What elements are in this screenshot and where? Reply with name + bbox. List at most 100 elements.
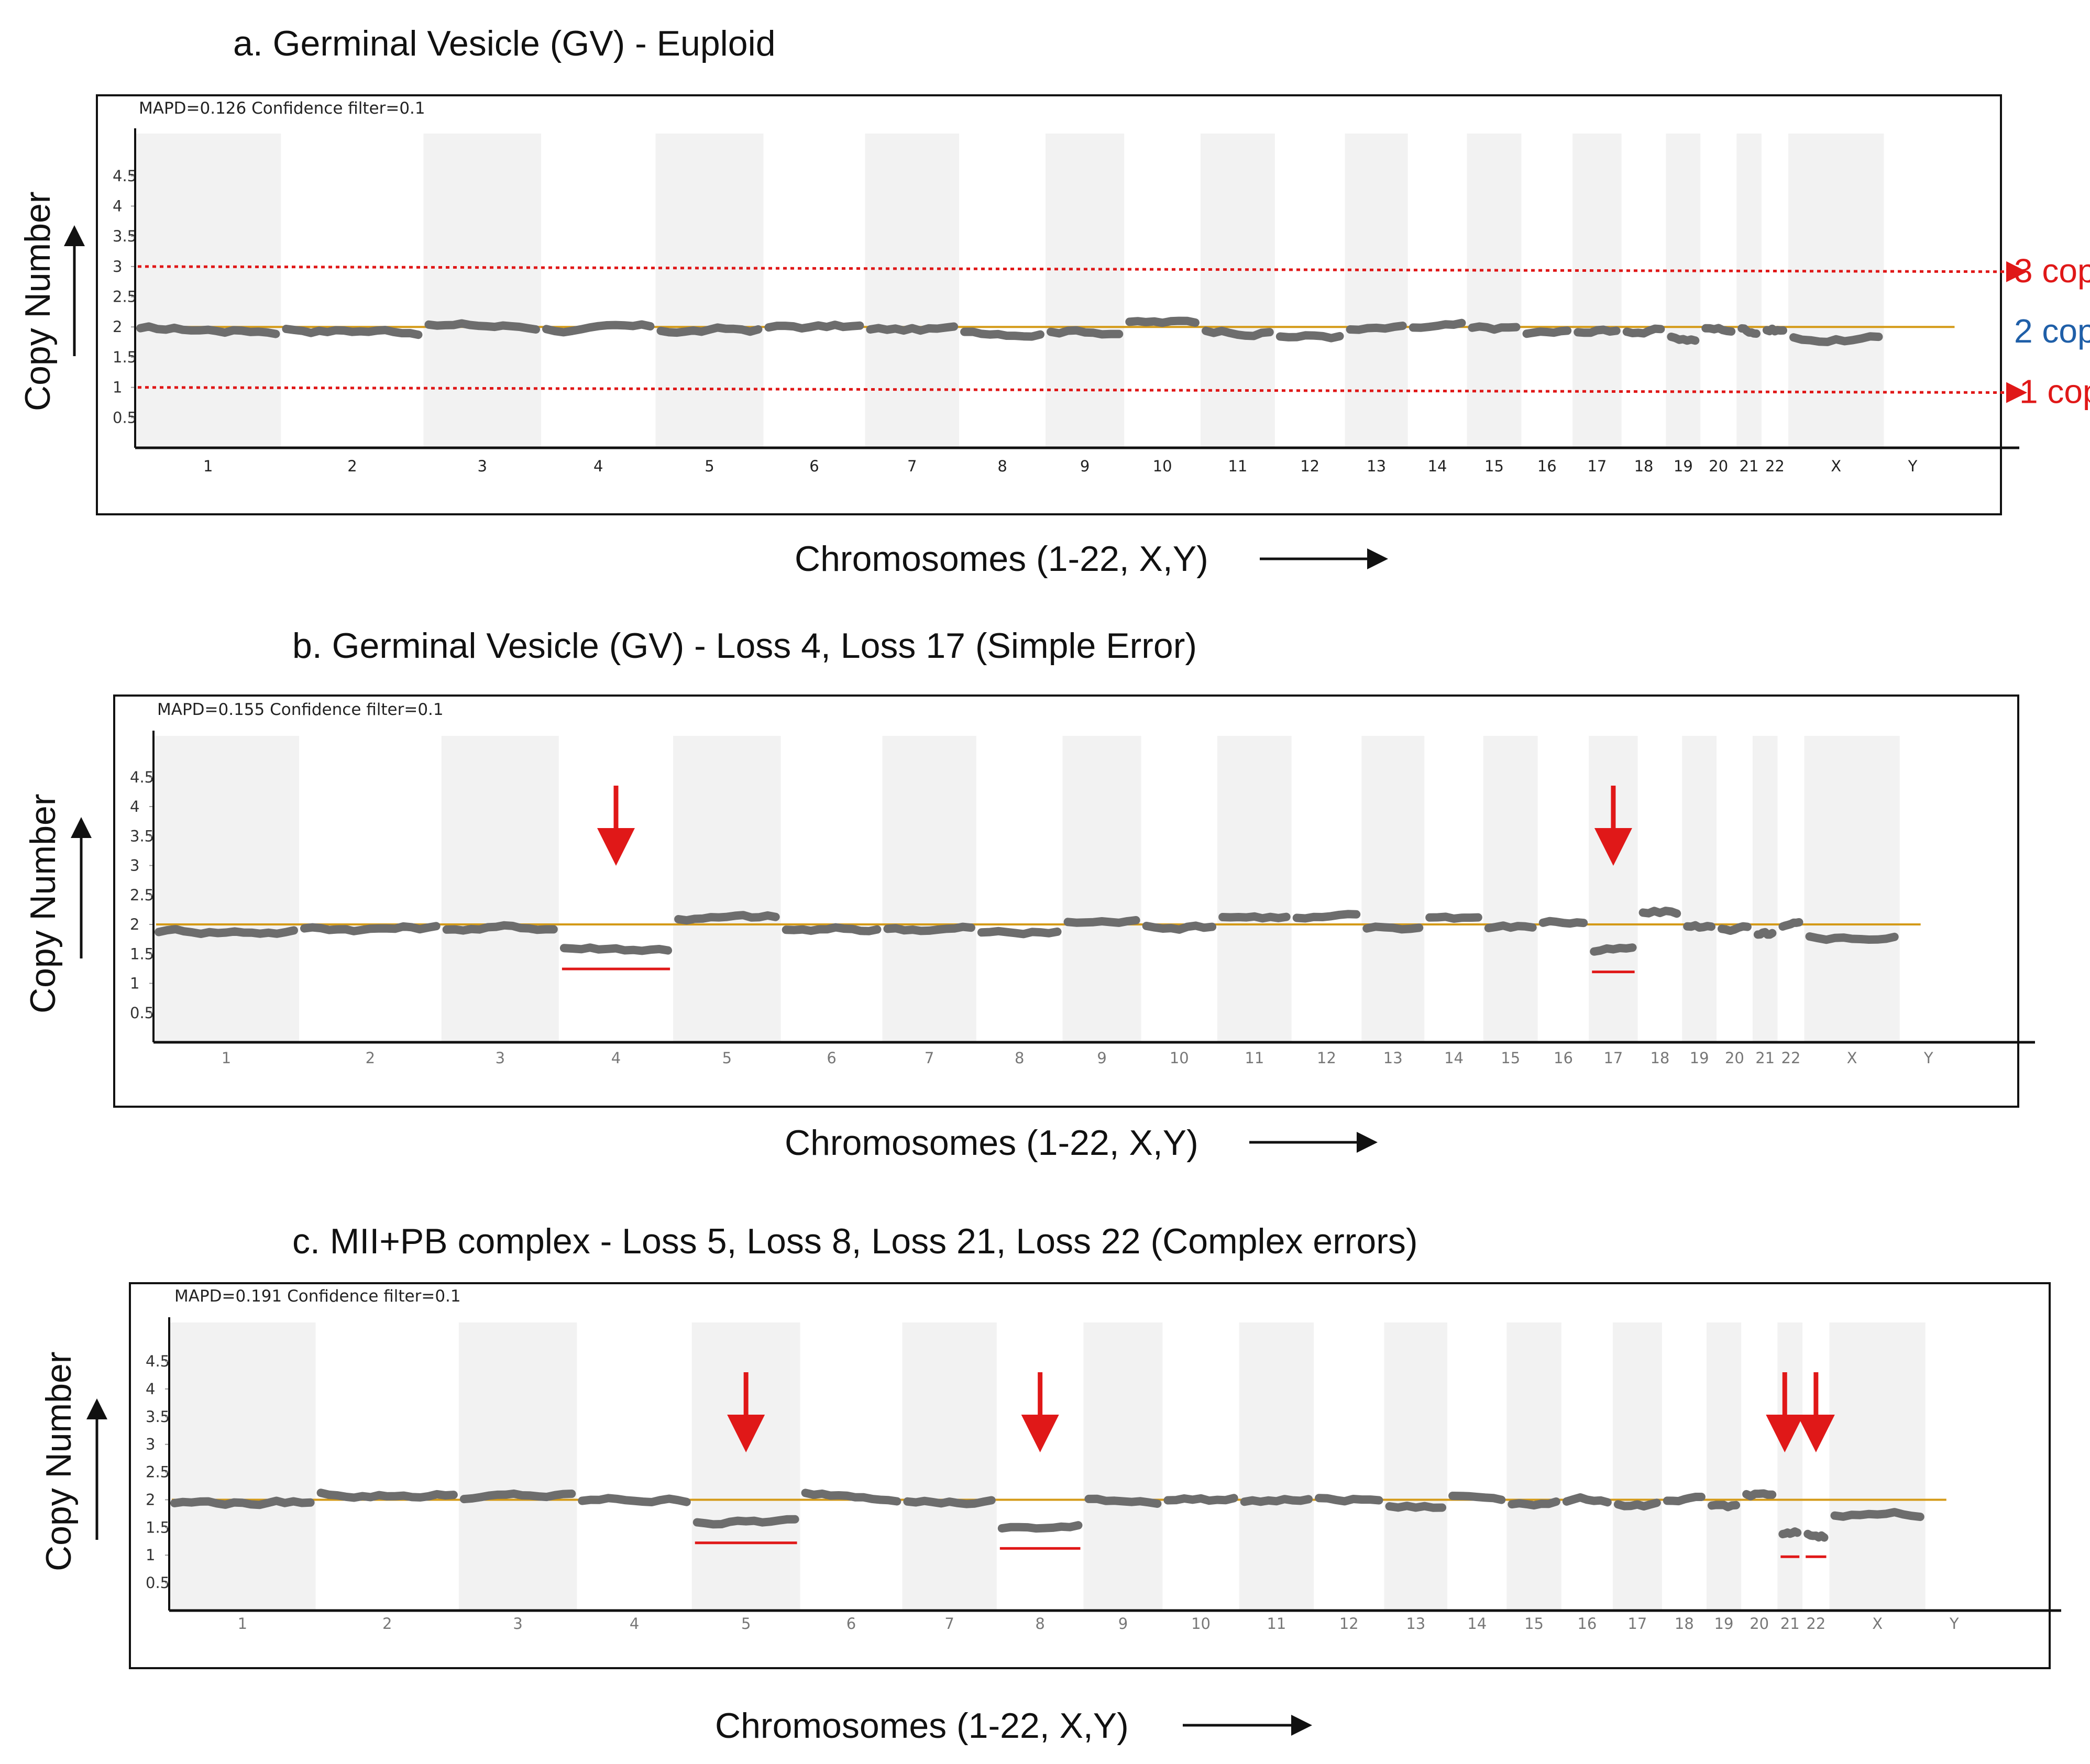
y-tick-label: 3 [130, 857, 139, 875]
y-tick-label: 2 [146, 1491, 155, 1508]
chromosome-band-15 [1483, 736, 1538, 1042]
copy-number-trace-14 [1409, 318, 1466, 332]
panel-c-y-axis-ticks: 0.511.522.533.544.5 [146, 1352, 170, 1592]
copy-number-trace-12 [1315, 1494, 1383, 1506]
chromosome-band-19 [1682, 736, 1717, 1042]
chromosome-trace-9 [1084, 1494, 1162, 1508]
chromosome-band-17 [1612, 1322, 1662, 1611]
copy-number-trace-22 [1762, 324, 1787, 336]
chromosome-trace-18 [1663, 1493, 1706, 1506]
copy-number-trace-15 [1484, 921, 1537, 932]
panel-b-y-axis-label: Copy Number [23, 794, 63, 1014]
y-tick-label: 2 [113, 318, 122, 336]
copy-number-trace-15 [1468, 322, 1521, 334]
chromosome-band-9 [1062, 736, 1141, 1042]
chromosome-trace-14 [1448, 1492, 1506, 1504]
chromosome-label-6: 6 [846, 1615, 856, 1633]
chromosome-label-Y: Y [1923, 1049, 1933, 1067]
copy-number-trace-7 [903, 1496, 996, 1508]
copy-number-trace-9 [1084, 1494, 1162, 1508]
chromosome-trace-17 [1574, 325, 1621, 337]
copy-number-trace-13 [1346, 322, 1407, 334]
chromosome-label-8: 8 [997, 457, 1007, 475]
chromosome-trace-20 [1701, 324, 1736, 336]
copy-number-trace-4 [578, 1494, 691, 1506]
chromosome-label-19: 19 [1674, 457, 1693, 475]
chromosome-label-13: 13 [1367, 457, 1386, 475]
panel-c-y-axis-label: Copy Number [39, 1352, 79, 1572]
chromosome-trace-7 [883, 922, 975, 935]
chromosome-band-3 [423, 134, 541, 448]
chromosome-band-21 [1736, 134, 1762, 448]
chromosome-label-14: 14 [1467, 1615, 1487, 1633]
chromosome-band-7 [865, 134, 960, 448]
panel-a-reference-lines: 3 copies 2 copies 1 copy [137, 252, 2090, 411]
chromosome-label-17: 17 [1603, 1049, 1623, 1067]
copy-label-3: 3 copies [2014, 252, 2090, 290]
panel-c-chromosome-labels: 1 2 3 4 5 6 7 8 9 10 11 12 13 14 15 16 17 18 19 20 21 22 X Y [238, 1615, 1959, 1633]
chromosome-trace-8 [997, 1521, 1083, 1533]
chromosome-label-2: 2 [347, 457, 357, 475]
chromosome-band-17 [1589, 736, 1638, 1042]
chromosome-label-13: 13 [1406, 1615, 1425, 1633]
panel-b: b. Germinal Vesicle (GV) - Loss 4, Loss … [23, 626, 2035, 1163]
copy-number-trace-20 [1742, 1489, 1777, 1501]
copy-number-trace-13 [1385, 1502, 1447, 1512]
panel-b-title: b. Germinal Vesicle (GV) - Loss 4, Loss … [292, 626, 1197, 666]
chromosome-trace-16 [1538, 917, 1588, 928]
copy-number-trace-19 [1683, 921, 1715, 932]
chromosome-label-X: X [1831, 457, 1841, 475]
chromosome-label-X: X [1847, 1049, 1857, 1067]
copy-number-trace-3 [442, 921, 558, 935]
chromosome-label-12: 12 [1300, 457, 1319, 475]
chromosome-label-12: 12 [1339, 1615, 1359, 1633]
chromosome-label-3: 3 [478, 457, 487, 475]
chromosome-label-9: 9 [1097, 1049, 1106, 1067]
copy-number-trace-22 [1778, 918, 1803, 931]
copy-number-trace-17 [1590, 943, 1637, 956]
copy-number-trace-19 [1707, 1501, 1741, 1512]
chromosome-band-X [1829, 1322, 1926, 1611]
chromosome-trace-1 [170, 1496, 315, 1509]
chromosome-trace-16 [1562, 1493, 1612, 1507]
chromosome-trace-2 [282, 325, 423, 339]
chromosome-label-X: X [1872, 1615, 1883, 1633]
chromosome-label-10: 10 [1170, 1049, 1189, 1067]
chromosome-trace-18 [1622, 324, 1665, 338]
copy-number-trace-1 [170, 1496, 315, 1509]
chromosome-label-16: 16 [1537, 457, 1557, 475]
panel-c-title: c. MII+PB complex - Loss 5, Loss 8, Loss… [292, 1221, 1418, 1261]
copy-number-trace-1 [155, 925, 298, 938]
chromosome-trace-19 [1707, 1501, 1741, 1512]
chromosome-label-18: 18 [1675, 1615, 1694, 1633]
chromosome-trace-15 [1468, 322, 1521, 334]
chromosome-label-4: 4 [611, 1049, 621, 1067]
chromosome-label-15: 15 [1501, 1049, 1520, 1067]
panel-b-chromosome-bands [153, 736, 1900, 1042]
chromosome-band-17 [1572, 134, 1622, 448]
chromosome-label-4: 4 [593, 457, 603, 475]
copy-number-trace-2 [282, 325, 423, 339]
copy-number-trace-5 [656, 323, 763, 337]
chromosome-label-13: 13 [1383, 1049, 1403, 1067]
chromosome-label-5: 5 [705, 457, 714, 475]
chromosome-band-13 [1361, 736, 1425, 1042]
chromosome-trace-7 [866, 322, 959, 335]
panel-c-x-axis-label: Chromosomes (1-22, X,Y) [715, 1706, 1129, 1746]
chromosome-band-15 [1506, 1322, 1561, 1611]
chromosome-trace-16 [1522, 326, 1572, 338]
chromosome-band-X [1788, 134, 1884, 448]
chromosome-label-4: 4 [630, 1615, 639, 1633]
copy-number-trace-20 [1718, 922, 1752, 935]
copy-number-trace-10 [1142, 921, 1217, 934]
chromosome-trace-22 [1762, 324, 1787, 336]
copy-number-trace-14 [1448, 1492, 1506, 1504]
copy-number-trace-16 [1562, 1493, 1612, 1507]
chromosome-label-Y: Y [1908, 457, 1918, 475]
chromosome-trace-6 [764, 321, 864, 333]
y-tick-label: 1 [113, 379, 122, 396]
chromosome-band-1 [153, 736, 300, 1042]
chromosome-label-14: 14 [1444, 1049, 1464, 1067]
y-tick-label: 1 [130, 975, 139, 993]
chromosome-band-11 [1239, 1322, 1314, 1611]
